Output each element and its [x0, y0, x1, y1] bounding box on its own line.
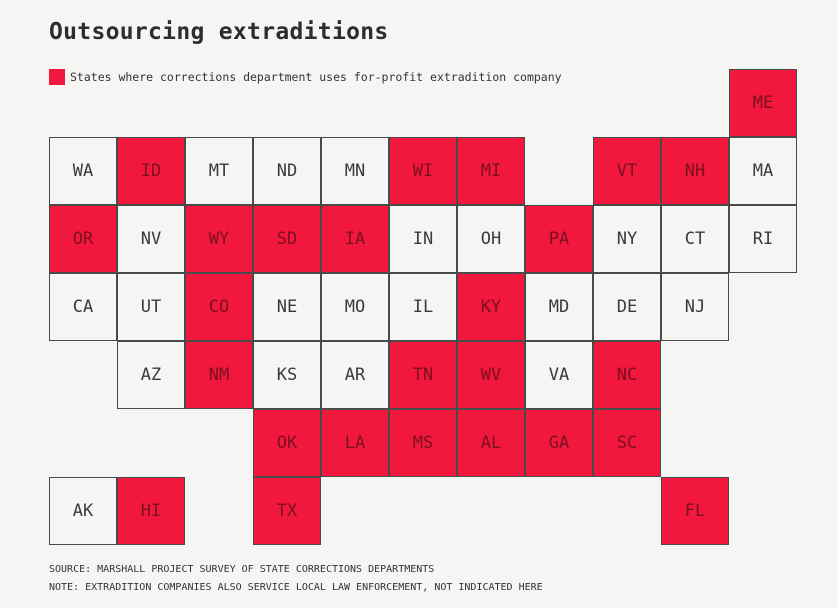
state-tile-az: AZ — [117, 341, 185, 409]
legend: States where corrections department uses… — [49, 69, 562, 85]
state-tile-ca: CA — [49, 273, 117, 341]
state-tile-ne: NE — [253, 273, 321, 341]
footnote: NOTE: EXTRADITION COMPANIES ALSO SERVICE… — [49, 582, 543, 593]
state-tile-sd: SD — [253, 205, 321, 273]
legend-swatch — [49, 69, 65, 85]
state-tile-mo: MO — [321, 273, 389, 341]
state-tile-ct: CT — [661, 205, 729, 273]
state-tile-fl: FL — [661, 477, 729, 545]
state-tile-ut: UT — [117, 273, 185, 341]
state-tile-il: IL — [389, 273, 457, 341]
state-tile-wy: WY — [185, 205, 253, 273]
state-tile-nm: NM — [185, 341, 253, 409]
state-tile-ia: IA — [321, 205, 389, 273]
state-tile-or: OR — [49, 205, 117, 273]
state-tile-tn: TN — [389, 341, 457, 409]
state-tile-nj: NJ — [661, 273, 729, 341]
state-tile-ok: OK — [253, 409, 321, 477]
state-tile-pa: PA — [525, 205, 593, 273]
state-tile-nc: NC — [593, 341, 661, 409]
state-tile-in: IN — [389, 205, 457, 273]
state-tile-vt: VT — [593, 137, 661, 205]
state-tile-tx: TX — [253, 477, 321, 545]
state-tile-wv: WV — [457, 341, 525, 409]
state-tile-ri: RI — [729, 205, 797, 273]
state-tile-hi: HI — [117, 477, 185, 545]
state-tile-sc: SC — [593, 409, 661, 477]
state-tile-id: ID — [117, 137, 185, 205]
state-tile-ks: KS — [253, 341, 321, 409]
legend-label: States where corrections department uses… — [70, 70, 562, 84]
state-tile-ms: MS — [389, 409, 457, 477]
state-tile-mt: MT — [185, 137, 253, 205]
state-tile-va: VA — [525, 341, 593, 409]
state-tile-la: LA — [321, 409, 389, 477]
state-tile-al: AL — [457, 409, 525, 477]
state-tile-wi: WI — [389, 137, 457, 205]
source-note: SOURCE: MARSHALL PROJECT SURVEY OF STATE… — [49, 564, 435, 575]
state-tile-nv: NV — [117, 205, 185, 273]
state-tile-mn: MN — [321, 137, 389, 205]
state-tile-me: ME — [729, 69, 797, 137]
map-title: Outsourcing extraditions — [49, 19, 389, 45]
state-tile-ny: NY — [593, 205, 661, 273]
state-tile-wa: WA — [49, 137, 117, 205]
state-tile-co: CO — [185, 273, 253, 341]
state-tile-ma: MA — [729, 137, 797, 205]
state-tile-ar: AR — [321, 341, 389, 409]
state-tile-ak: AK — [49, 477, 117, 545]
state-tile-oh: OH — [457, 205, 525, 273]
state-tile-mi: MI — [457, 137, 525, 205]
state-tile-md: MD — [525, 273, 593, 341]
state-tile-ky: KY — [457, 273, 525, 341]
state-tile-nh: NH — [661, 137, 729, 205]
state-tile-de: DE — [593, 273, 661, 341]
state-tile-ga: GA — [525, 409, 593, 477]
state-tile-nd: ND — [253, 137, 321, 205]
